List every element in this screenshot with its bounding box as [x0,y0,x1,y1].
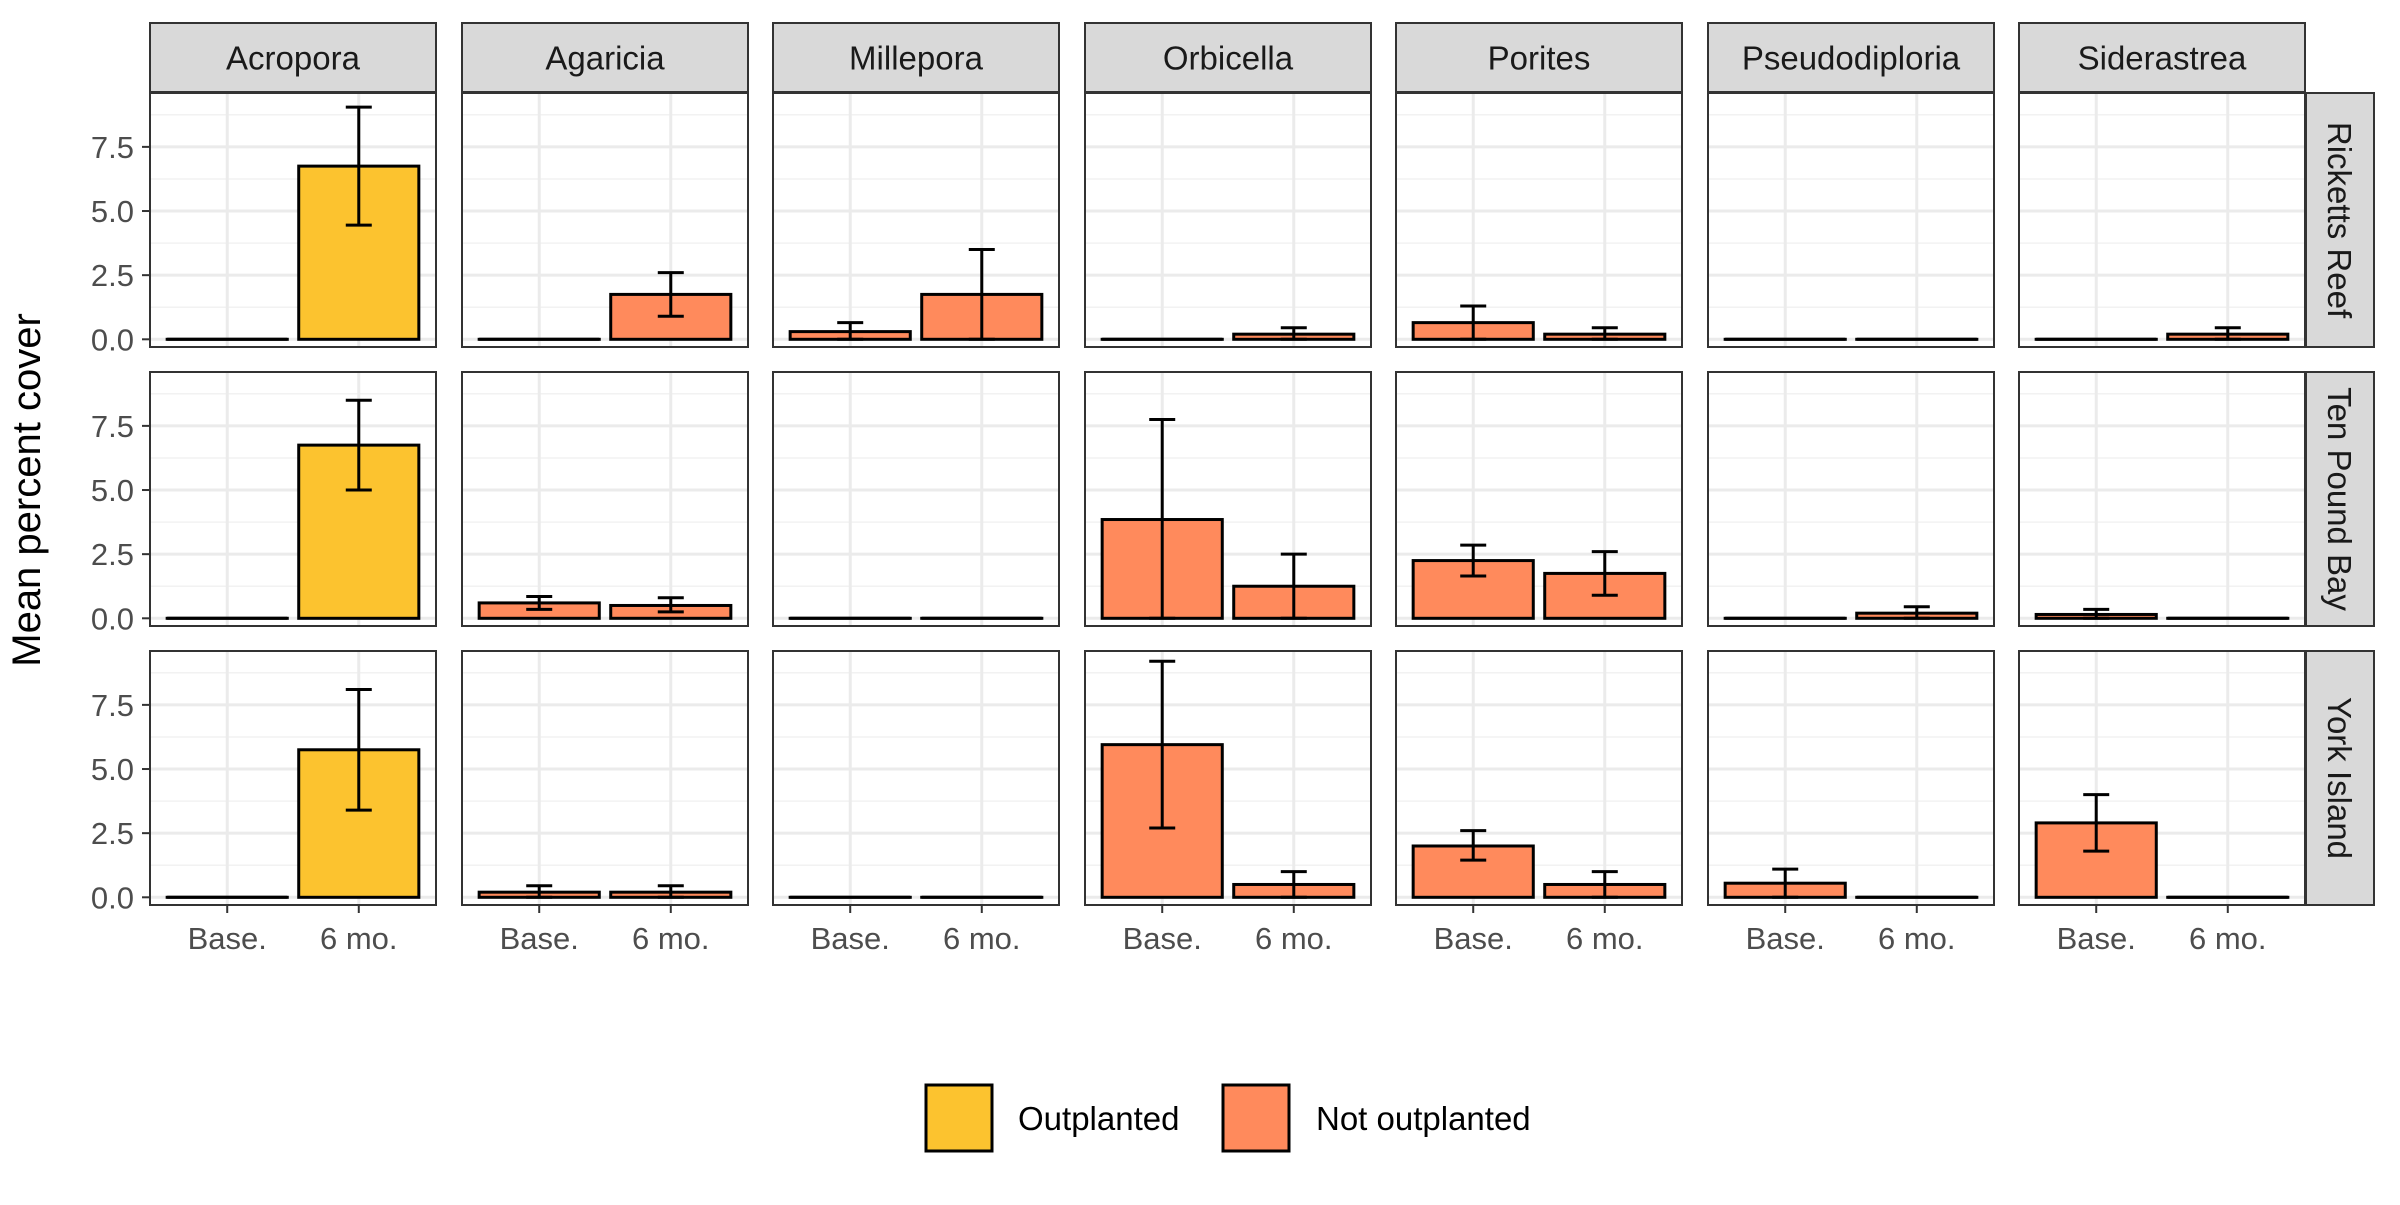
panel-ricketts-reef-orbicella [1085,93,1371,347]
panel-ricketts-reef-pseudodiploria [1708,93,1994,347]
x-tick-label: Base. [1434,921,1513,956]
x-tick-label: 6 mo. [2189,921,2267,956]
y-tick-label: 5.0 [91,473,134,508]
panel-ten-pound-bay-orbicella [1085,372,1371,626]
x-tick-label: 6 mo. [1878,921,1956,956]
legend-swatch [926,1085,992,1151]
column-strip-porites: Porites [1396,23,1682,92]
panel-background [462,651,748,905]
panel-york-island-siderastrea: Base. 6 mo. [2019,651,2305,956]
panel-ricketts-reef-agaricia [462,93,748,347]
panel-ten-pound-bay-acropora: 0.0 2.5 5.0 7.5 [91,372,436,636]
panel-background [462,372,748,626]
panel-york-island-porites: Base. 6 mo. [1396,651,1682,956]
legend-label: Outplanted [1018,1100,1179,1137]
panel-york-island-millepora: Base. 6 mo. [773,651,1059,956]
panel-background [773,651,1059,905]
row-strip-york-island: York Island [2306,651,2374,905]
y-tick-label: 0.0 [91,880,134,915]
panel-ten-pound-bay-porites [1396,372,1682,626]
column-strip-siderastrea: Siderastrea [2019,23,2305,92]
row-strip-label: York Island [2321,697,2358,859]
panel-york-island-acropora: 0.0 2.5 5.0 7.5 Base. 6 mo. [91,651,436,956]
x-tick-label: 6 mo. [320,921,398,956]
row-strip-ricketts-reef: Ricketts Reef [2306,93,2374,347]
panel-ten-pound-bay-agaricia [462,372,748,626]
panel-ricketts-reef-porites [1396,93,1682,347]
panel-background [2019,372,2305,626]
y-tick-label: 7.5 [91,688,134,723]
y-tick-label: 2.5 [91,537,134,572]
panel-background [1708,651,1994,905]
x-tick-label: 6 mo. [1566,921,1644,956]
x-tick-label: Base. [2057,921,2136,956]
column-strip-label: Acropora [226,40,361,77]
panels-layer: Acropora Agaricia Millepora Orbicella Porite… [91,23,2374,956]
panel-background [1396,93,1682,347]
y-tick-label: 0.0 [91,322,134,357]
column-strip-millepora: Millepora [773,23,1059,92]
panel-ten-pound-bay-millepora [773,372,1059,626]
panel-york-island-agaricia: Base. 6 mo. [462,651,748,956]
panel-background [1708,93,1994,347]
panel-background [2019,93,2305,347]
panel-background [1708,372,1994,626]
y-tick-label: 7.5 [91,130,134,165]
y-tick-label: 5.0 [91,194,134,229]
x-tick-label: Base. [188,921,267,956]
legend-swatch [1223,1085,1289,1151]
legend-item-not-outplanted: Not outplanted [1223,1085,1531,1151]
y-axis-label: Mean percent cover [5,313,49,667]
x-tick-label: Base. [500,921,579,956]
row-strip-label: Ten Pound Bay [2321,387,2358,611]
column-strip-label: Millepora [849,40,984,77]
y-tick-label: 0.0 [91,601,134,636]
legend-label: Not outplanted [1316,1100,1531,1137]
column-strip-agaricia: Agaricia [462,23,748,92]
panel-ten-pound-bay-siderastrea [2019,372,2305,626]
column-strip-orbicella: Orbicella [1085,23,1371,92]
x-tick-label: Base. [1123,921,1202,956]
y-tick-label: 7.5 [91,409,134,444]
legend-item-outplanted: Outplanted [926,1085,1179,1151]
y-tick-label: 2.5 [91,258,134,293]
panel-background [1085,93,1371,347]
row-strip-ten-pound-bay: Ten Pound Bay [2306,372,2374,626]
x-tick-label: 6 mo. [1255,921,1333,956]
panel-ricketts-reef-millepora [773,93,1059,347]
column-strip-label: Porites [1488,40,1591,77]
x-tick-label: Base. [811,921,890,956]
column-strip-label: Pseudodiploria [1742,40,1961,77]
column-strip-label: Agaricia [545,40,665,77]
panel-york-island-pseudodiploria: Base. 6 mo. [1708,651,1994,956]
x-tick-label: Base. [1746,921,1825,956]
panel-ricketts-reef-acropora: 0.0 2.5 5.0 7.5 [91,93,436,357]
row-strip-label: Ricketts Reef [2321,122,2358,319]
column-strip-pseudodiploria: Pseudodiploria [1708,23,1994,92]
panel-ricketts-reef-siderastrea [2019,93,2305,347]
panel-york-island-orbicella: Base. 6 mo. [1085,651,1371,956]
x-tick-label: 6 mo. [943,921,1021,956]
y-tick-label: 2.5 [91,816,134,851]
column-strip-acropora: Acropora [150,23,436,92]
legend: Outplanted Not outplanted [926,1085,1531,1151]
x-tick-label: 6 mo. [632,921,710,956]
panel-background [773,372,1059,626]
y-tick-label: 5.0 [91,752,134,787]
panel-ten-pound-bay-pseudodiploria [1708,372,1994,626]
column-strip-label: Siderastrea [2078,40,2247,77]
column-strip-label: Orbicella [1163,40,1294,77]
